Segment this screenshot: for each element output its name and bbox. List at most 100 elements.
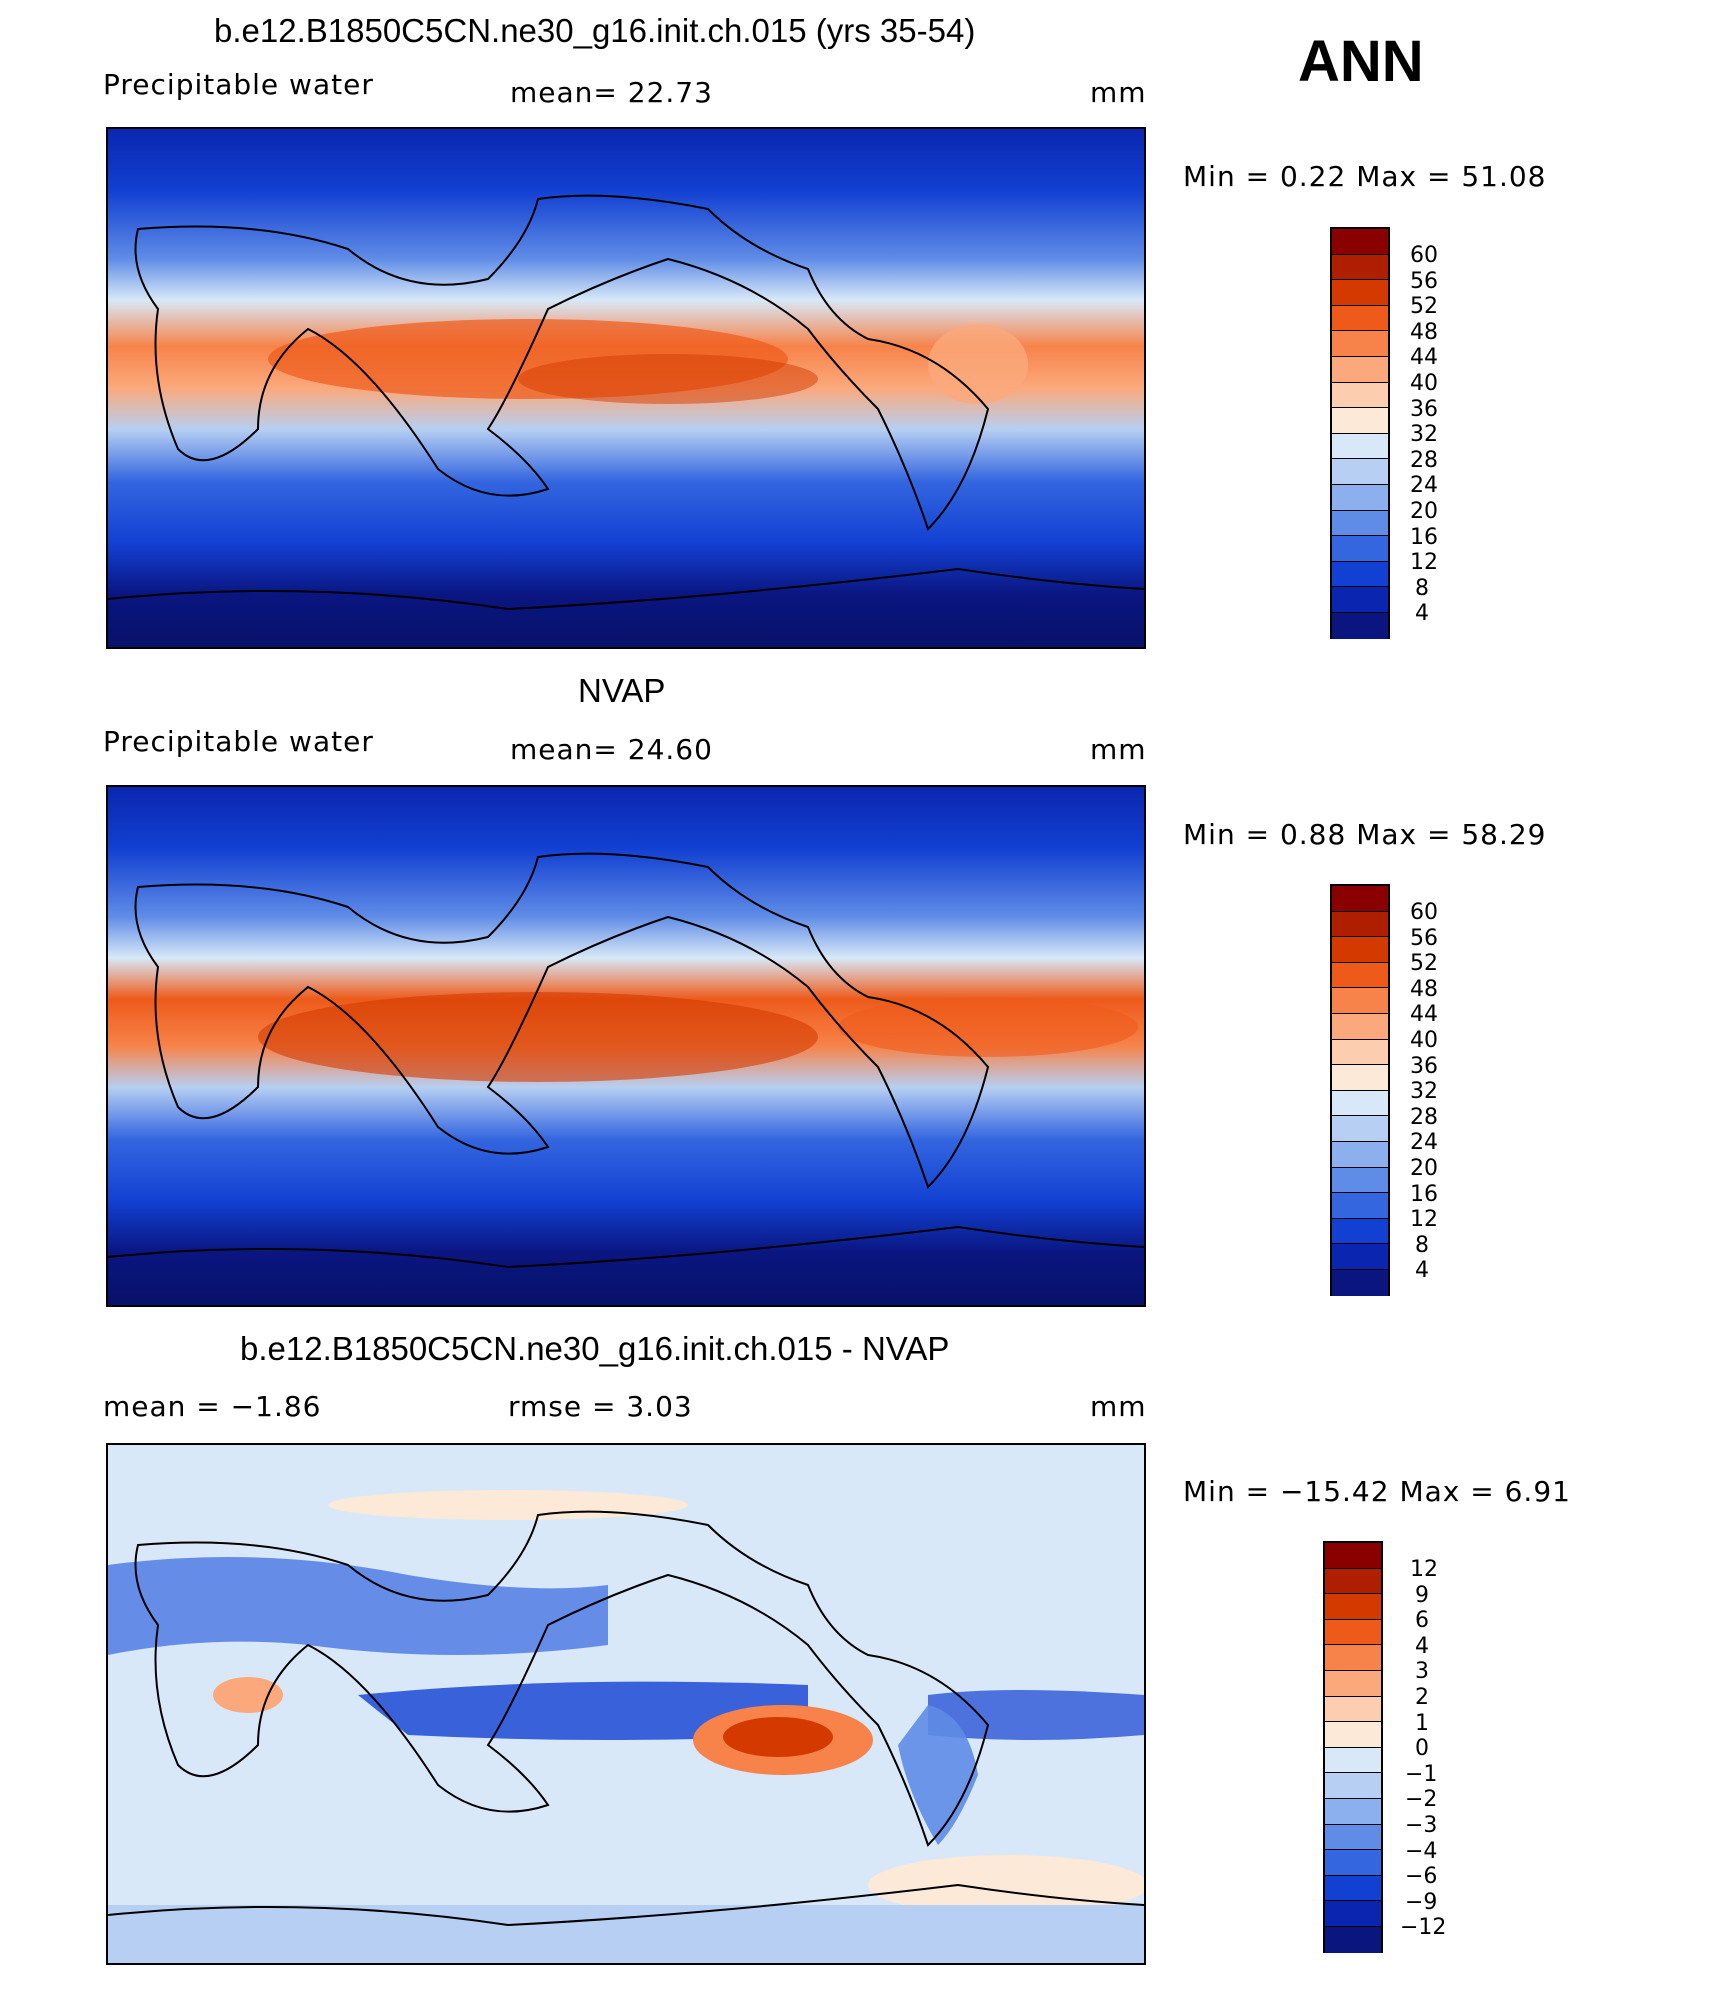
colorbar-tick: 2 [1415,1685,1429,1710]
colorbar-swatch [1325,1645,1381,1671]
colorbar-tick: 16 [1410,525,1438,550]
colorbar-swatch [1325,1926,1381,1953]
colorbar-swatch [1325,1543,1381,1569]
colorbar-tick: 24 [1410,1130,1438,1155]
panel3-colorbar [1323,1541,1383,1953]
colorbar-tick: 44 [1410,345,1438,370]
colorbar-tick: 24 [1410,473,1438,498]
panel3-mean-label: mean = −1.86 [103,1390,322,1423]
colorbar-tick: −3 [1405,1813,1438,1838]
panel2-colorbar [1330,884,1390,1296]
colorbar-swatch [1332,988,1388,1014]
colorbar-swatch [1332,331,1388,357]
colorbar-swatch [1325,1875,1381,1902]
colorbar-swatch [1332,1013,1388,1040]
colorbar-tick: 52 [1410,294,1438,319]
colorbar-swatch [1332,1218,1388,1245]
colorbar-tick: 32 [1410,1079,1438,1104]
panel3-minmax: Min = −15.42 Max = 6.91 [1183,1475,1571,1508]
colorbar-tick: 4 [1415,1258,1429,1283]
colorbar-swatch [1332,280,1388,306]
colorbar-swatch [1332,1039,1388,1066]
colorbar-tick: 12 [1410,550,1438,575]
colorbar-tick: 60 [1410,900,1438,925]
colorbar-swatch [1325,1568,1381,1595]
colorbar-swatch [1332,1065,1388,1091]
panel2-mean-label: mean= 24.60 [510,733,713,766]
colorbar-swatch [1325,1798,1381,1825]
colorbar-tick: −9 [1405,1890,1438,1915]
colorbar-swatch [1325,1670,1381,1697]
colorbar-swatch [1332,254,1388,281]
colorbar-swatch [1332,356,1388,383]
colorbar-tick: 0 [1415,1736,1429,1761]
panel1-title: b.e12.B1850C5CN.ne30_g16.init.ch.015 (yr… [214,12,976,49]
colorbar-tick: 4 [1415,601,1429,626]
colorbar-swatch [1332,911,1388,938]
colorbar-swatch [1332,510,1388,537]
colorbar-swatch [1332,459,1388,485]
colorbar-swatch [1332,1193,1388,1219]
colorbar-tick: 36 [1410,397,1438,422]
panel1-mean-label: mean= 22.73 [510,76,713,109]
colorbar-tick: 52 [1410,951,1438,976]
colorbar-tick: 56 [1410,269,1438,294]
colorbar-swatch [1332,962,1388,989]
colorbar-tick: 20 [1410,1156,1438,1181]
colorbar-swatch [1332,587,1388,613]
panel1-minmax: Min = 0.22 Max = 51.08 [1183,160,1547,193]
colorbar-swatch [1332,1116,1388,1142]
colorbar-swatch [1332,937,1388,963]
colorbar-tick: −4 [1405,1839,1438,1864]
colorbar-tick: 1 [1415,1711,1429,1736]
panel3-map [106,1443,1146,1965]
colorbar-swatch [1332,886,1388,912]
colorbar-tick: 60 [1410,243,1438,268]
colorbar-tick: 44 [1410,1002,1438,1027]
colorbar-swatch [1325,1773,1381,1799]
colorbar-tick: −1 [1405,1762,1438,1787]
colorbar-swatch [1332,1090,1388,1117]
colorbar-tick: 40 [1410,371,1438,396]
panel1-map [106,127,1146,649]
colorbar-swatch [1325,1901,1381,1927]
colorbar-swatch [1332,561,1388,588]
season-label: ANN [1298,29,1424,94]
colorbar-tick: 40 [1410,1028,1438,1053]
panel1-colorbar [1330,227,1390,639]
panel3-rmse-label: rmse = 3.03 [508,1390,693,1423]
colorbar-swatch [1332,536,1388,562]
colorbar-tick: −2 [1405,1787,1438,1812]
colorbar-tick: −12 [1400,1915,1447,1940]
colorbar-swatch [1325,1722,1381,1748]
panel2-map [106,785,1146,1307]
colorbar-swatch [1332,1167,1388,1194]
colorbar-tick: 3 [1415,1659,1429,1684]
colorbar-tick: 56 [1410,926,1438,951]
colorbar-tick: 48 [1410,977,1438,1002]
colorbar-tick: 8 [1415,1233,1429,1258]
colorbar-tick: 28 [1410,448,1438,473]
panel1-variable-label: Precipitable water [103,68,374,101]
colorbar-tick: 36 [1410,1054,1438,1079]
colorbar-swatch [1332,1141,1388,1168]
colorbar-tick: 6 [1415,1608,1429,1633]
colorbar-swatch [1332,433,1388,460]
colorbar-swatch [1332,612,1388,639]
colorbar-tick: 9 [1415,1583,1429,1608]
colorbar-tick: 12 [1410,1557,1438,1582]
colorbar-swatch [1332,484,1388,511]
colorbar-swatch [1325,1824,1381,1851]
colorbar-swatch [1332,305,1388,332]
colorbar-tick: 12 [1410,1207,1438,1232]
panel2-variable-label: Precipitable water [103,725,374,758]
colorbar-swatch [1332,1269,1388,1296]
colorbar-swatch [1332,408,1388,434]
colorbar-swatch [1325,1619,1381,1646]
panel3-title: b.e12.B1850C5CN.ne30_g16.init.ch.015 - N… [240,1330,950,1367]
colorbar-tick: 28 [1410,1105,1438,1130]
colorbar-tick: −6 [1405,1864,1438,1889]
colorbar-tick: 8 [1415,576,1429,601]
panel3-units-label: mm [1090,1390,1147,1423]
colorbar-swatch [1325,1850,1381,1876]
